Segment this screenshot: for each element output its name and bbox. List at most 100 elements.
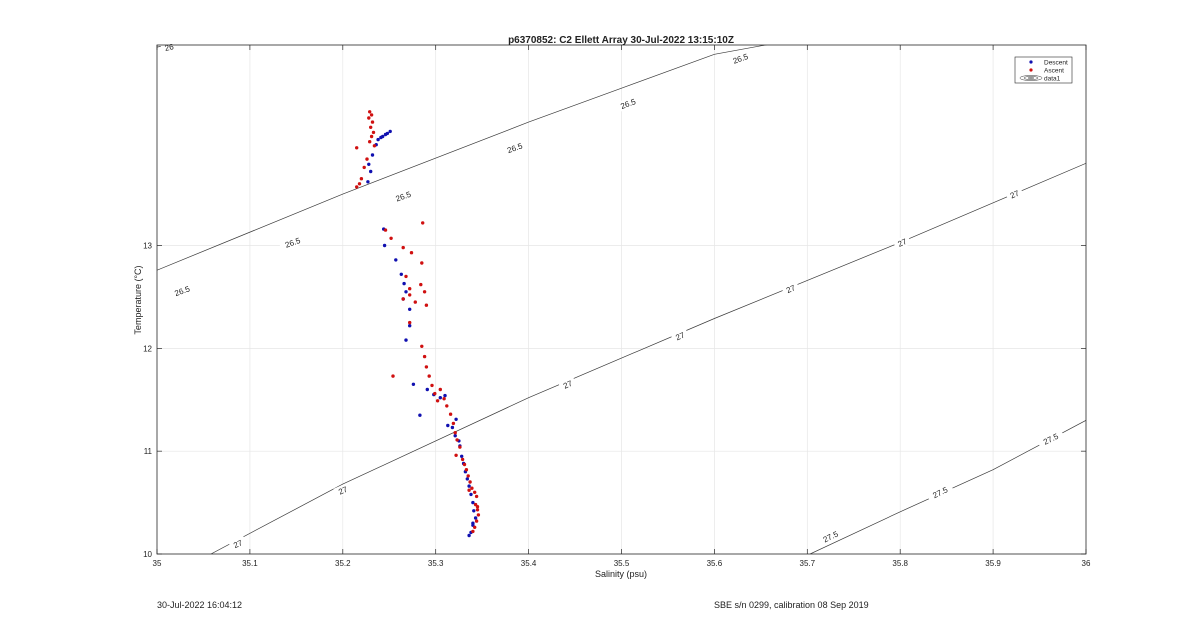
point-ascent: [391, 374, 395, 378]
point-descent: [369, 169, 373, 174]
point-descent: [443, 393, 447, 398]
point-descent: [408, 307, 412, 311]
point-ascent: [413, 300, 417, 304]
point-ascent: [419, 282, 423, 287]
point-descent: [453, 434, 457, 438]
point-ascent: [368, 110, 372, 114]
contour-label: 27: [228, 535, 248, 552]
point-descent: [376, 137, 380, 142]
x-axis: 35 35.1 35.2 35.3 35.4 35.5 35.6 35.7 35.8 35.9 36: [153, 45, 1091, 568]
contour-line: [210, 162, 1086, 554]
point-ascent: [435, 399, 440, 403]
point-ascent: [359, 177, 364, 181]
point-ascent: [448, 412, 453, 416]
point-ascent: [433, 391, 437, 396]
contour-label-bg: [926, 482, 954, 503]
point-ascent: [475, 508, 480, 512]
point-ascent: [430, 383, 434, 388]
point-ascent: [468, 480, 472, 484]
point-descent: [379, 135, 383, 140]
contour-label-bg: [168, 281, 197, 300]
point-descent: [404, 338, 408, 342]
point-ascent: [420, 344, 424, 348]
point-ascent: [467, 488, 471, 492]
point-descent: [446, 423, 450, 428]
x-tick-label: 35.2: [335, 559, 351, 568]
point-ascent: [427, 374, 431, 378]
point-ascent: [473, 490, 477, 494]
point-ascent: [422, 290, 427, 294]
point-ascent: [464, 468, 469, 472]
contour-label-bg: [278, 233, 307, 252]
contour-label-bg: [500, 138, 529, 157]
x-tick-label: 35.1: [242, 559, 258, 568]
point-ascent: [460, 457, 465, 462]
point-ascent: [368, 140, 372, 144]
point-ascent: [455, 438, 459, 442]
point-ascent: [470, 486, 474, 490]
contour-label-text: 27: [232, 538, 244, 550]
point-ascent: [357, 182, 362, 186]
legend-entry-descent: Descent: [1044, 60, 1068, 67]
point-ascent: [422, 354, 427, 359]
contour-label-bg: [1005, 186, 1024, 202]
point-descent: [425, 387, 429, 392]
point-ascent: [451, 421, 456, 426]
contour-label-text: 27: [896, 237, 908, 249]
point-descent: [367, 162, 371, 166]
point-ascent: [462, 462, 467, 467]
point-descent: [467, 533, 471, 538]
point-ascent: [438, 387, 442, 392]
point-ascent: [369, 113, 374, 117]
legend-entry-data1: data1: [1044, 76, 1061, 83]
point-ascent: [408, 293, 412, 297]
point-descent: [402, 281, 406, 286]
point-descent: [382, 243, 387, 248]
point-ascent: [473, 525, 477, 529]
calibration-footer: SBE s/n 0299, calibration 08 Sep 2019: [714, 600, 869, 610]
legend-marker-data1: [1019, 75, 1043, 81]
contour-label-bg: [558, 376, 577, 393]
contour-label-bg: [160, 40, 178, 54]
contour-label-bg: [228, 535, 248, 552]
contour-label-bg: [670, 328, 690, 344]
y-axis: 10 11 12 13: [143, 242, 1086, 559]
point-descent: [399, 272, 403, 276]
point-ascent: [424, 365, 429, 369]
point-descent: [473, 516, 478, 520]
legend: Descent Ascent data1: [1014, 56, 1073, 84]
point-ascent: [421, 221, 425, 225]
point-descent: [408, 324, 412, 328]
point-ascent: [474, 494, 479, 499]
point-ascent: [474, 519, 479, 523]
point-descent: [460, 454, 464, 458]
x-tick-label: 35.5: [614, 559, 630, 568]
point-ascent: [471, 529, 475, 534]
contour-label-text: 27: [1009, 188, 1021, 200]
x-axis-label: Salinity (psu): [595, 569, 647, 579]
contour-label: 27: [781, 280, 800, 297]
point-ascent: [442, 397, 446, 401]
point-descent: [394, 258, 398, 262]
y-tick-label: 12: [143, 344, 152, 353]
point-descent: [469, 492, 473, 497]
point-ascent: [475, 505, 480, 509]
point-descent: [471, 521, 475, 525]
contour-label: 27: [333, 482, 353, 499]
point-ascent: [370, 120, 375, 124]
contour-label-bg: [816, 526, 845, 547]
point-ascent: [454, 453, 458, 457]
x-tick-label: 35.7: [800, 559, 816, 568]
point-ascent: [408, 320, 412, 325]
point-descent: [366, 180, 370, 184]
x-tick-label: 36: [1082, 559, 1091, 568]
point-ascent: [401, 245, 405, 250]
contour-label-bg: [1036, 428, 1065, 449]
point-ascent: [445, 404, 449, 408]
point-descent: [404, 290, 408, 294]
legend-entry-ascent: Ascent: [1044, 68, 1064, 75]
point-ascent: [369, 134, 374, 139]
y-tick-label: 11: [144, 447, 153, 456]
point-ascent: [362, 165, 366, 170]
point-ascent: [369, 125, 373, 129]
